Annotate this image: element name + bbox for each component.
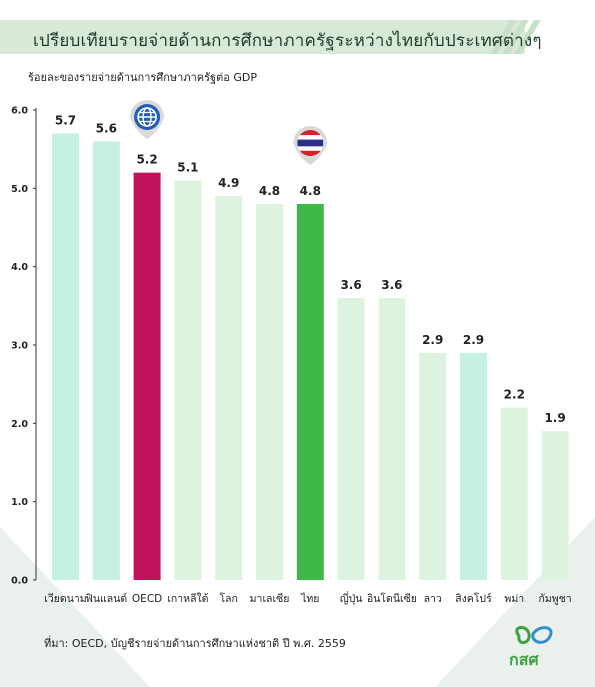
data-label: 4.8 [259, 184, 280, 198]
data-label: 3.6 [340, 278, 361, 292]
y-tick-label: 6.0 [11, 106, 28, 117]
data-label: 1.9 [544, 411, 565, 425]
bar-10 [460, 352, 487, 580]
bar-2 [133, 172, 161, 580]
bar-8 [378, 298, 406, 580]
chart-subtitle: ร้อยละของรายจ่ายด้านการศึกษาภาครัฐต่อ GD… [28, 71, 257, 84]
logo-text: กสศ [509, 650, 539, 669]
title-banner [0, 20, 525, 54]
data-label: 2.9 [422, 333, 443, 347]
bar-3 [174, 180, 202, 580]
x-tick-label: มาเลเซีย [250, 592, 290, 605]
bar-9 [419, 352, 447, 580]
x-tick-label: สิงคโปร์ [455, 592, 492, 605]
bar-5 [256, 204, 283, 580]
bar-7 [337, 298, 365, 580]
bar-1 [92, 141, 120, 581]
chart-title: เปรียบเทียบรายจ่ายด้านการศึกษาภาครัฐระหว… [33, 31, 542, 51]
bar-11 [500, 407, 528, 580]
x-tick-label: ลาว [424, 593, 442, 605]
x-tick-label: อินโดนีเซีย [367, 592, 417, 605]
data-label: 3.6 [381, 278, 402, 292]
x-tick-label: ฟินแลนด์ [85, 592, 127, 605]
data-label: 5.7 [55, 114, 76, 128]
data-label: 5.6 [96, 121, 117, 135]
data-label: 4.8 [300, 184, 321, 198]
data-label: 5.2 [136, 153, 157, 167]
y-tick-label: 1.0 [11, 497, 28, 508]
data-label: 2.2 [504, 388, 525, 402]
source-note: ที่มา: OECD, บัญชีรายจ่ายด้านการศึกษาแห่… [44, 637, 346, 650]
y-tick-label: 4.0 [11, 262, 28, 273]
x-tick-label: เกาหลีใต้ [167, 592, 208, 605]
x-tick-label: OECD [132, 593, 162, 605]
x-tick-label: โลก [219, 592, 237, 605]
bar-4 [215, 196, 243, 580]
y-tick-label: 5.0 [11, 184, 28, 195]
x-tick-label: ญี่ปุ่น [340, 591, 363, 605]
organization-logo [515, 626, 553, 644]
data-label: 5.1 [177, 161, 198, 175]
data-label: 4.9 [218, 176, 239, 190]
bar-6 [296, 204, 324, 580]
y-tick-label: 3.0 [11, 341, 28, 352]
x-tick-label: พม่า [504, 593, 524, 605]
bar-12 [541, 431, 569, 580]
y-tick-label: 0.0 [11, 576, 28, 587]
x-tick-label: กัมพูชา [538, 593, 571, 605]
x-tick-label: ไทย [300, 592, 319, 605]
y-tick-label: 2.0 [11, 419, 28, 430]
globe-icon [130, 100, 165, 139]
thailand-flag-icon [293, 126, 328, 165]
x-tick-label: เวียดนาม [44, 592, 86, 605]
data-label: 2.9 [463, 333, 484, 347]
bar-0 [52, 133, 79, 580]
